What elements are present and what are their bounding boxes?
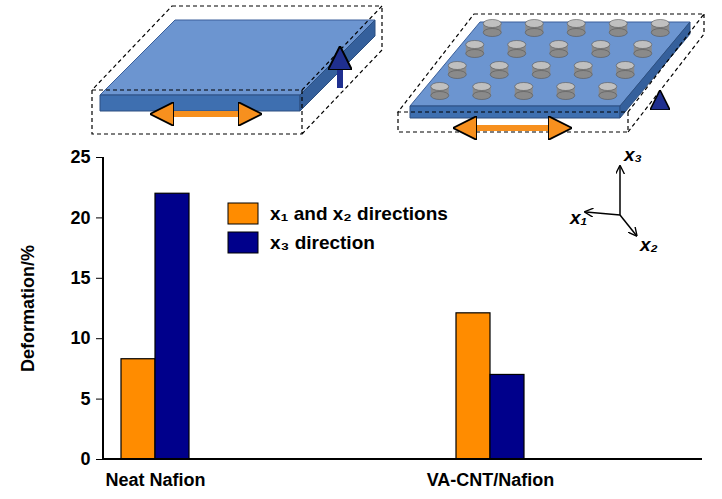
svg-text:Neat Nafion: Neat Nafion — [105, 470, 205, 490]
svg-text:x₁: x₁ — [569, 207, 587, 228]
svg-text:x₂: x₂ — [639, 234, 658, 255]
svg-text:x₃: x₃ — [623, 144, 642, 165]
svg-text:Deformation/%: Deformation/% — [18, 245, 38, 372]
svg-text:20: 20 — [70, 208, 90, 228]
svg-text:VA-CNT/Nafion: VA-CNT/Nafion — [427, 470, 555, 490]
svg-text:25: 25 — [70, 147, 90, 167]
svg-text:x₃ direction: x₃ direction — [270, 232, 375, 253]
svg-text:10: 10 — [70, 328, 90, 348]
svg-text:5: 5 — [80, 389, 90, 409]
svg-text:15: 15 — [70, 268, 90, 288]
svg-text:x₁ and x₂ directions: x₁ and x₂ directions — [270, 203, 448, 224]
svg-text:0: 0 — [80, 449, 90, 469]
